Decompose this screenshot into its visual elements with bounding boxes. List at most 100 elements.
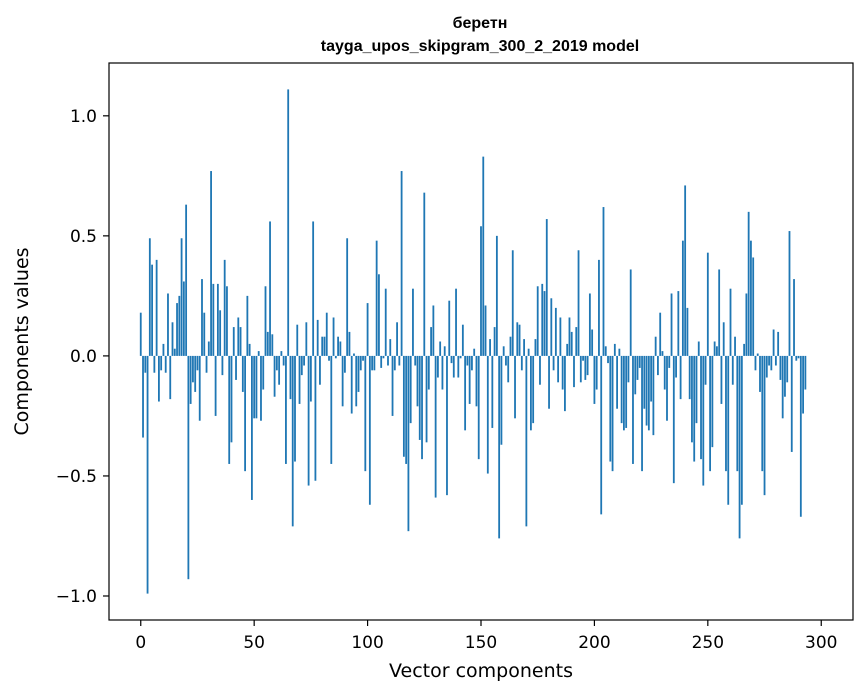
bar-component-196 <box>584 355 587 380</box>
bar-component-129 <box>432 305 435 356</box>
bar-component-290 <box>797 355 800 359</box>
x-tick-label: 50 <box>243 633 265 653</box>
bar-component-243 <box>691 355 693 443</box>
bar-component-151 <box>482 156 485 356</box>
bar-component-236 <box>675 355 677 378</box>
bar-component-207 <box>609 355 612 462</box>
bar-component-200 <box>593 355 596 404</box>
bar-component-105 <box>378 274 380 356</box>
bar-component-84 <box>330 355 333 464</box>
bar-component-182 <box>552 355 555 371</box>
bar-component-241 <box>686 307 689 356</box>
bar-component-95 <box>355 355 358 407</box>
bar-component-237 <box>677 291 680 356</box>
bar-component-108 <box>384 288 387 356</box>
bar-component-0 <box>139 312 142 356</box>
bar-component-189 <box>568 317 571 356</box>
bar-component-51 <box>255 355 258 419</box>
bar-component-93 <box>350 355 353 414</box>
bar-component-50 <box>253 355 256 419</box>
bar-component-185 <box>559 317 562 356</box>
bar-component-174 <box>534 339 537 356</box>
bar-component-61 <box>278 355 281 385</box>
bar-component-261 <box>731 355 734 385</box>
bar-component-54 <box>262 355 265 390</box>
bar-component-113 <box>396 322 398 356</box>
bar-component-214 <box>625 355 628 428</box>
bar-component-152 <box>484 305 487 356</box>
bar-component-101 <box>368 355 371 505</box>
bar-component-104 <box>375 240 378 356</box>
bar-component-137 <box>450 355 453 364</box>
bar-component-210 <box>616 355 618 409</box>
bar-component-292 <box>802 355 804 414</box>
bar-component-27 <box>201 279 203 356</box>
bars-group <box>139 89 807 594</box>
bar-component-55 <box>264 286 267 356</box>
bar-component-103 <box>373 355 376 371</box>
bar-component-257 <box>722 322 725 356</box>
bar-component-111 <box>391 355 394 416</box>
bar-component-7 <box>155 259 158 356</box>
bar-component-8 <box>158 355 160 402</box>
bar-component-267 <box>745 293 748 356</box>
bar-component-69 <box>296 324 299 356</box>
bar-component-199 <box>591 329 594 356</box>
bar-component-144 <box>466 355 469 366</box>
bar-component-70 <box>298 355 301 404</box>
bar-component-168 <box>520 355 523 371</box>
bar-component-98 <box>362 355 364 361</box>
bar-component-66 <box>289 355 292 400</box>
bar-component-183 <box>554 307 557 356</box>
bar-component-53 <box>260 355 262 421</box>
bar-component-14 <box>171 322 174 356</box>
bar-component-128 <box>430 327 432 356</box>
bar-component-92 <box>348 331 351 356</box>
bar-component-201 <box>595 355 598 390</box>
bar-component-246 <box>697 341 700 356</box>
y-tick-label: −0.5 <box>56 467 97 487</box>
bar-component-202 <box>598 259 600 356</box>
bar-component-18 <box>180 238 183 356</box>
bar-component-289 <box>795 355 798 361</box>
bar-component-19 <box>182 281 185 356</box>
bar-component-139 <box>455 288 457 356</box>
x-tick-label: 300 <box>805 633 837 653</box>
bar-component-250 <box>706 252 709 356</box>
bar-component-96 <box>357 355 360 392</box>
bar-component-271 <box>754 355 757 371</box>
bar-component-166 <box>516 322 519 356</box>
bar-component-162 <box>507 355 510 383</box>
bar-component-225 <box>650 355 653 402</box>
bar-component-231 <box>663 355 666 390</box>
bar-component-149 <box>477 355 480 460</box>
bar-component-145 <box>468 355 471 404</box>
bar-component-125 <box>423 192 426 356</box>
bar-component-11 <box>164 355 167 373</box>
bar-component-123 <box>418 355 421 440</box>
bar-component-17 <box>178 295 181 356</box>
bar-component-22 <box>189 355 192 404</box>
bar-component-159 <box>500 355 503 445</box>
bar-component-59 <box>273 355 276 397</box>
bar-component-52 <box>257 351 260 356</box>
bar-component-171 <box>527 348 530 356</box>
bar-component-78 <box>316 319 319 356</box>
bar-component-79 <box>319 355 321 385</box>
bar-component-153 <box>486 355 489 474</box>
bar-component-126 <box>425 355 428 443</box>
bar-component-191 <box>573 355 575 388</box>
bar-component-252 <box>711 355 714 448</box>
bar-component-33 <box>214 355 217 416</box>
y-tick-label: −1.0 <box>56 587 97 607</box>
bar-component-264 <box>738 355 741 539</box>
bar-component-15 <box>173 348 176 356</box>
bar-component-226 <box>652 355 655 436</box>
bar-component-32 <box>212 283 215 356</box>
bar-component-203 <box>600 355 603 515</box>
bar-component-35 <box>219 310 222 356</box>
x-tick-label: 100 <box>351 633 383 653</box>
bar-component-30 <box>207 341 210 356</box>
x-axis-ticks: 0 50 100 150 200 250 300 <box>135 620 837 653</box>
